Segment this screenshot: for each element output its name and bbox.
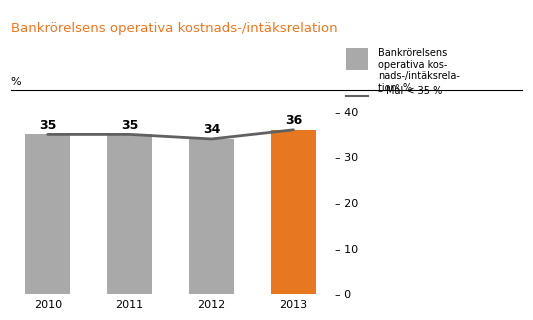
- Text: 36: 36: [285, 114, 302, 127]
- Bar: [107, 134, 152, 294]
- Text: Bankrörelsens operativa kostnads-/intäksrelation: Bankrörelsens operativa kostnads-/intäks…: [11, 22, 337, 36]
- Text: 35: 35: [121, 119, 138, 132]
- Text: 35: 35: [39, 119, 56, 132]
- Text: %: %: [11, 77, 21, 87]
- Text: 34: 34: [203, 123, 220, 136]
- Bar: [271, 130, 316, 294]
- Bar: [25, 134, 70, 294]
- Bar: [189, 139, 234, 294]
- Text: – Mål < 35 %: – Mål < 35 %: [378, 86, 443, 96]
- Text: Bankrörelsens
operativa kos-
nads-/intäksrela-
tion, %: Bankrörelsens operativa kos- nads-/intäk…: [378, 48, 461, 93]
